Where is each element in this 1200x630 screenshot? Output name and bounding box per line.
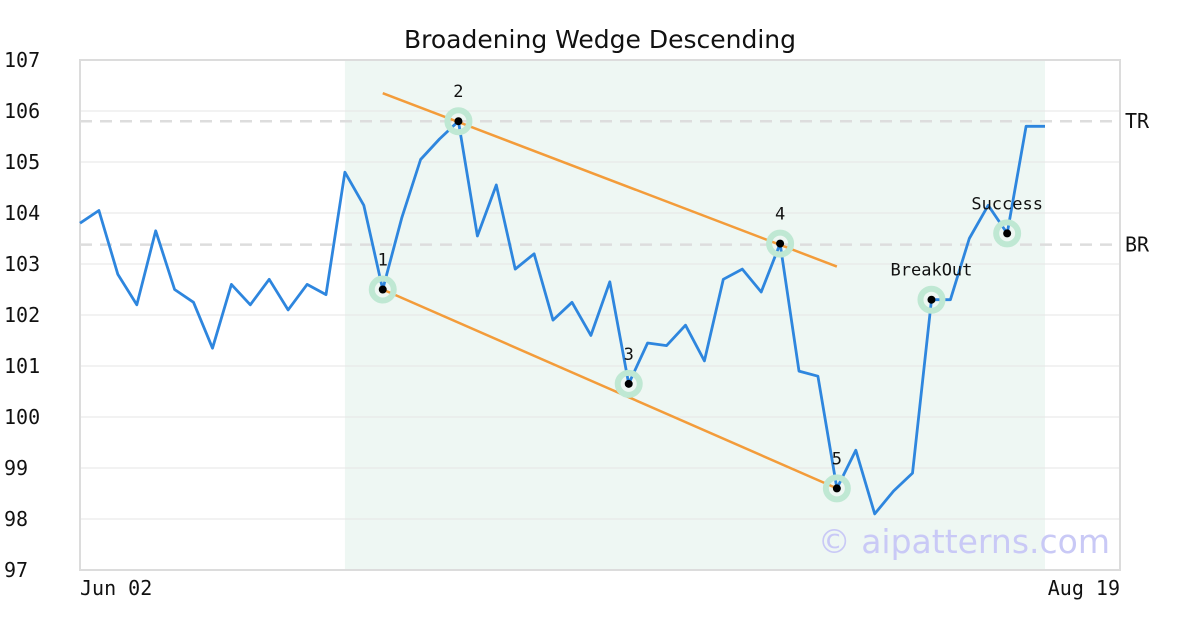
marker-halo [614, 369, 643, 398]
chart-title: Broadening Wedge Descending [404, 25, 796, 54]
marker-label: 5 [832, 449, 842, 469]
marker-halo [917, 285, 946, 314]
y-tick-label: 100 [4, 405, 40, 429]
y-tick-label: 97 [4, 558, 28, 582]
trendline [382, 288, 838, 490]
y-tick-label: 105 [4, 150, 40, 174]
marker-halo [993, 219, 1022, 248]
price-series [79, 119, 1045, 516]
y-tick-label: 102 [4, 303, 40, 327]
y-tick-label: 103 [4, 252, 40, 276]
marker-point [454, 117, 463, 126]
marker-halo [766, 229, 795, 258]
marker-halo [368, 275, 397, 304]
reference-label: BR [1125, 233, 1150, 257]
marker-point [624, 379, 633, 388]
y-axis: 97 98 99 100 101 102 103 104 105 106 107 [4, 48, 40, 582]
x-tick-label: Aug 19 [1048, 576, 1120, 600]
marker-point [832, 484, 841, 493]
pattern-markers: 1 2 3 4 5 BreakOut Success [368, 82, 1043, 503]
x-axis: Jun 02 Aug 19 [80, 576, 1120, 600]
y-tick-label: 104 [4, 201, 40, 225]
y-tick-label: 107 [4, 48, 40, 72]
marker-point [1003, 229, 1012, 238]
reference-lines: TR BR [80, 109, 1150, 257]
watermark: © aipatterns.com [818, 522, 1110, 561]
marker-label: 3 [624, 345, 634, 365]
marker-label: 2 [453, 82, 463, 102]
y-tick-label: 106 [4, 99, 40, 123]
plot-frame [79, 59, 1121, 571]
marker-point [378, 285, 387, 294]
x-tick-label: Jun 02 [80, 576, 152, 600]
y-tick-label: 98 [4, 507, 28, 531]
marker-halo [444, 107, 473, 136]
marker-point [776, 239, 785, 248]
marker-halo [822, 474, 851, 503]
marker-label: BreakOut [891, 261, 973, 281]
y-tick-label: 99 [4, 456, 28, 480]
price-line [79, 119, 1045, 516]
marker-point [927, 295, 936, 304]
marker-label: Success [971, 194, 1043, 214]
marker-label: 4 [775, 205, 785, 225]
reference-label: TR [1125, 109, 1150, 133]
y-tick-label: 101 [4, 354, 40, 378]
marker-label: 1 [378, 251, 388, 271]
